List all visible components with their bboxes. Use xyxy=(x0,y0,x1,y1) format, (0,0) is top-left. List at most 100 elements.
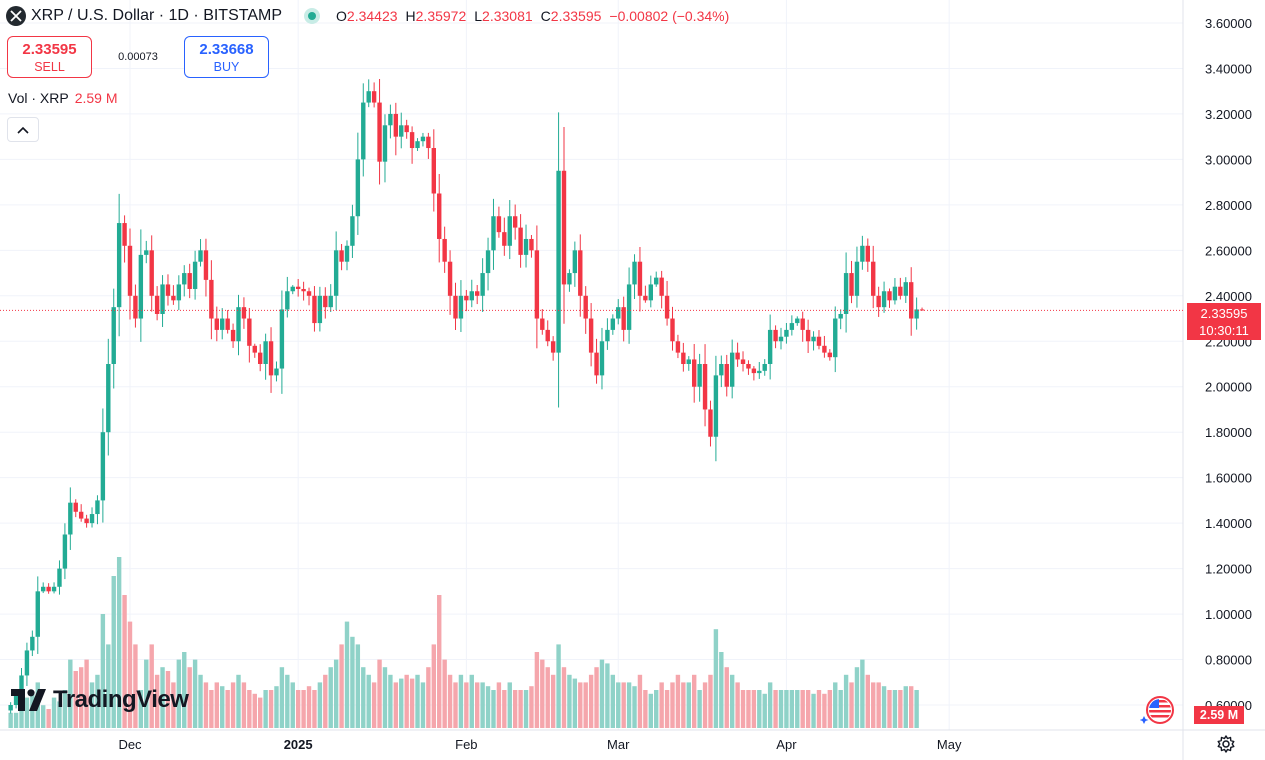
candle-body xyxy=(795,318,800,324)
tradingview-wordmark: TradingView xyxy=(53,686,189,713)
volume-bar xyxy=(209,690,214,728)
volume-bar xyxy=(230,682,236,728)
candle-body xyxy=(361,102,366,160)
volume-bar xyxy=(789,690,795,728)
symbol-title[interactable]: XRP / U.S. Dollar · 1D · BITSTAMP xyxy=(31,7,283,24)
volume-bar xyxy=(431,644,436,728)
volume-bar xyxy=(62,690,68,728)
volume-bar xyxy=(203,682,209,728)
price-axis-tick: 3.40000 xyxy=(1205,61,1252,76)
candle-body xyxy=(420,136,426,142)
volume-bar xyxy=(182,652,187,728)
candle-body xyxy=(437,193,442,239)
volume-bar xyxy=(784,690,789,728)
volume-bar xyxy=(843,674,849,728)
candle-body xyxy=(648,284,653,301)
volume-bar xyxy=(523,690,529,728)
candle-body xyxy=(106,364,111,433)
candle-body xyxy=(464,295,469,301)
volume-bar xyxy=(458,674,464,728)
settings-button[interactable] xyxy=(1216,734,1236,754)
volume-bar xyxy=(393,682,399,728)
candle-body xyxy=(735,352,740,360)
volume-bar xyxy=(550,674,556,728)
volume-bar xyxy=(258,697,263,728)
price-change: −0.00802 (−0.34%) xyxy=(609,8,730,24)
candle-body xyxy=(458,295,464,319)
candle-body xyxy=(13,695,19,705)
candle-body xyxy=(708,409,713,437)
volume-bar xyxy=(344,621,350,728)
sell-button[interactable]: 2.33595 SELL xyxy=(7,36,92,78)
volume-legend[interactable]: Vol · XRP 2.59 M xyxy=(8,90,118,106)
candle-body xyxy=(594,352,599,376)
volume-bar xyxy=(165,671,171,728)
volume-bar xyxy=(116,557,122,728)
candle-body xyxy=(393,113,399,137)
settings-icon xyxy=(1217,735,1235,753)
price-axis-tick: 2.60000 xyxy=(1205,243,1252,258)
volume-bar xyxy=(827,690,833,728)
volume-bar xyxy=(160,667,165,728)
candle-body xyxy=(388,113,393,126)
candle-body xyxy=(903,282,908,296)
candle-body xyxy=(876,295,881,308)
candle-body xyxy=(621,307,626,330)
volume-bar xyxy=(263,690,268,728)
collapse-legend-button[interactable] xyxy=(7,117,39,142)
volume-bar xyxy=(13,712,19,728)
candle-body xyxy=(144,250,149,255)
volume-bar xyxy=(285,674,290,728)
candle-body xyxy=(187,273,192,289)
volume-bar xyxy=(637,674,643,728)
volume-bar xyxy=(46,709,51,728)
candle-body xyxy=(19,675,24,696)
volume-bar xyxy=(138,690,144,728)
candle-body xyxy=(100,432,106,501)
candle-body xyxy=(350,216,355,246)
candle-body xyxy=(138,254,144,319)
candle-body xyxy=(8,705,13,711)
candle-body xyxy=(816,336,822,346)
candle-body xyxy=(35,591,40,637)
candle-body xyxy=(909,282,914,319)
volume-bar xyxy=(903,686,908,728)
volume-bar xyxy=(464,682,469,728)
candle-body xyxy=(268,341,274,376)
candle-body xyxy=(46,586,51,592)
buy-button[interactable]: 2.33668 BUY xyxy=(184,36,269,78)
candle-body xyxy=(122,223,127,246)
candle-body xyxy=(62,534,68,569)
volume-bar xyxy=(708,674,713,728)
volume-bar xyxy=(735,682,740,728)
volume-bar xyxy=(654,690,659,728)
candle-body xyxy=(616,307,621,319)
volume-bar xyxy=(496,682,502,728)
tradingview-logo[interactable]: TradingView xyxy=(11,686,189,714)
volume-bar xyxy=(762,693,767,728)
candle-body xyxy=(404,125,409,133)
volume-bar xyxy=(192,659,198,728)
market-flag-button[interactable] xyxy=(1139,696,1180,724)
candle-body xyxy=(887,291,892,301)
volume-bar xyxy=(556,644,561,728)
volume-bar xyxy=(578,682,583,728)
candle-body xyxy=(502,232,507,246)
candle-body xyxy=(599,341,605,376)
candle-body xyxy=(523,238,529,255)
volume-bar xyxy=(252,693,257,728)
candle-body xyxy=(165,284,171,296)
volume-bar xyxy=(795,690,800,728)
ohlc-values: O2.34423 H2.35972 L2.33081 C2.33595 −0.0… xyxy=(336,8,730,24)
candle-body xyxy=(778,336,784,342)
price-axis-tick: 2.40000 xyxy=(1205,289,1252,304)
volume-bar xyxy=(306,686,312,728)
price-axis-tick: 3.60000 xyxy=(1205,16,1252,31)
volume-bar xyxy=(485,686,491,728)
volume-bar xyxy=(290,682,295,728)
candle-body xyxy=(518,227,523,255)
volume-bar xyxy=(643,690,648,728)
volume-bar xyxy=(507,682,512,728)
volume-bar xyxy=(100,614,106,728)
